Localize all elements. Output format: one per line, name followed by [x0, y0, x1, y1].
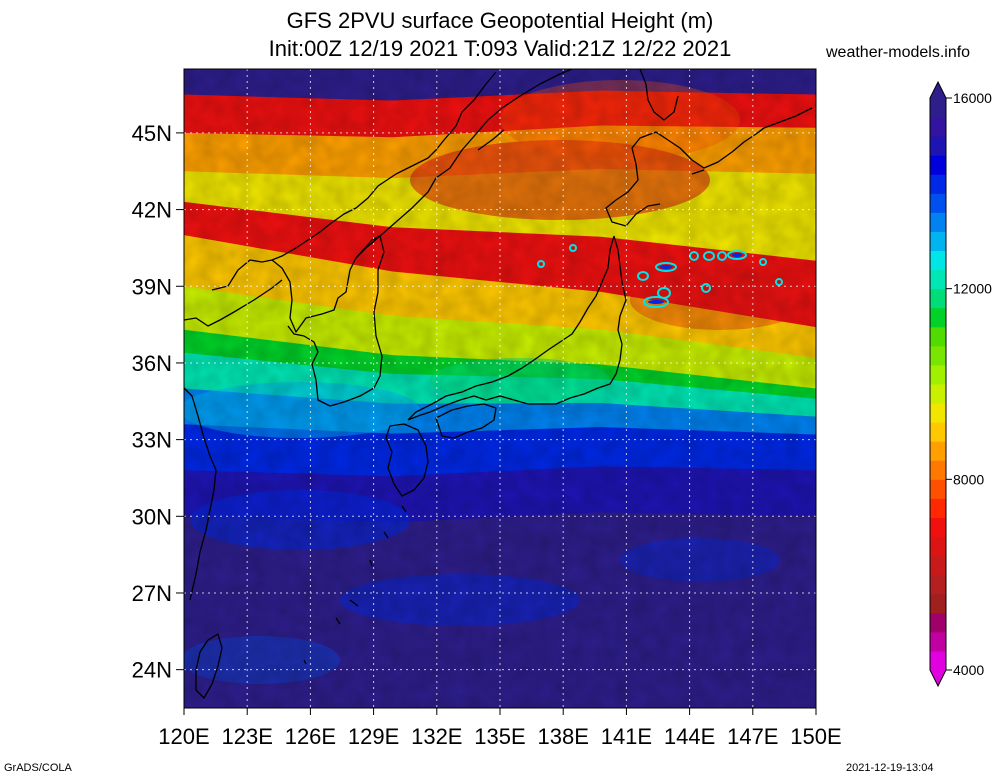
ryukyu-islands [303, 505, 407, 665]
japan-shikoku [435, 403, 497, 439]
longitude-label: 150E [790, 724, 841, 749]
colorbar-swatch [930, 403, 946, 423]
colorbar-swatch [930, 612, 946, 633]
colorbar: 16000 12000 8000 4000 [929, 80, 992, 688]
colorbar-min-arrow [930, 670, 946, 686]
latitude-label: 36N [132, 351, 172, 376]
latitude-axis: 45N 42N 39N 36N 33N 30N 27N 24N [132, 121, 184, 683]
colorbar-swatch [930, 288, 946, 309]
contour-marker [759, 258, 767, 266]
latitude-label: 45N [132, 121, 172, 146]
taiwan [195, 633, 223, 699]
sakhalin [639, 69, 679, 121]
colorbar-swatch [930, 479, 946, 499]
colorbar-swatch [930, 307, 946, 328]
contour-marker-core [648, 300, 664, 304]
longitude-label: 135E [474, 724, 525, 749]
contour-marker [775, 278, 783, 286]
colorbar-swatch [930, 422, 946, 442]
colorbar-swatch [930, 364, 946, 385]
colorbar-swatch [930, 269, 946, 290]
colorbar-label: 16000 [953, 90, 992, 106]
longitude-axis: 120E 123E 126E 129E 132E 135E 138E 141E 144E 147E… [158, 708, 842, 749]
chart-title: GFS 2PVU surface Geopotential Height (m) [286, 8, 714, 33]
colorbar-swatch [930, 460, 946, 480]
colorbar-swatch [930, 555, 946, 576]
japan-kyushu [385, 423, 429, 497]
colorbar-swatch [930, 536, 946, 557]
longitude-label: 126E [285, 724, 336, 749]
japan-honshu [407, 235, 627, 421]
contour-marker [569, 244, 577, 252]
longitude-label: 144E [664, 724, 715, 749]
latitude-label: 33N [132, 428, 172, 453]
colorbar-swatch [930, 345, 946, 366]
colorbar-swatch [930, 593, 946, 614]
longitude-label: 141E [601, 724, 652, 749]
colorbar-swatch [930, 326, 946, 347]
colorbar-swatch [930, 498, 946, 518]
colorbar-swatch [930, 384, 946, 404]
website-label: weather-models.info [826, 44, 971, 61]
gridlines [184, 69, 816, 708]
russia-coastline [355, 69, 573, 259]
longitude-label: 138E [538, 724, 589, 749]
colorbar-swatch [930, 650, 946, 671]
coastlines [184, 69, 813, 699]
chart-subtitle: Init:00Z 12/19 2021 T:093 Valid:21Z 12/2… [268, 36, 732, 61]
colorbar-swatch [930, 155, 946, 175]
kuril-islands [691, 107, 813, 175]
colorbar-swatch [930, 631, 946, 652]
colorbar-swatch [930, 212, 946, 232]
colorbar-label: 8000 [953, 471, 984, 487]
longitude-label: 123E [222, 724, 273, 749]
longitude-label: 147E [727, 724, 778, 749]
latitude-label: 24N [132, 658, 172, 683]
korea-coastline [271, 235, 385, 407]
contour-marker [701, 283, 711, 293]
contour-marker [655, 262, 677, 272]
colorbar-swatch [930, 517, 946, 538]
colorbar-swatch [930, 117, 946, 137]
colorbar-swatch [930, 174, 946, 194]
latitude-label: 30N [132, 504, 172, 529]
colorbar-swatch [930, 193, 946, 213]
colorbar-swatch [930, 574, 946, 595]
latitude-label: 42N [132, 198, 172, 223]
footer-credit: GrADS/COLA [4, 762, 72, 774]
contour-marker [537, 260, 545, 268]
contour-marker-core [660, 265, 672, 269]
footer-timestamp: 2021-12-19-13:04 [846, 762, 934, 774]
colorbar-swatch [930, 98, 946, 118]
colorbar-label: 4000 [953, 662, 984, 678]
contour-marker [727, 250, 747, 260]
longitude-label: 129E [348, 724, 399, 749]
contour-marker [703, 251, 715, 261]
inner-blue-markers [648, 253, 742, 304]
colorbar-swatch [930, 250, 946, 271]
colorbar-max-arrow [930, 82, 946, 98]
colorbar-swatch [930, 231, 946, 252]
latitude-label: 39N [132, 274, 172, 299]
contour-marker [637, 271, 649, 281]
colorbar-swatch [930, 441, 946, 461]
colorbar-swatch [930, 136, 946, 156]
longitude-label: 132E [411, 724, 462, 749]
longitude-label: 120E [158, 724, 209, 749]
contour-marker [717, 251, 727, 261]
contour-marker-core [732, 253, 742, 257]
china-coastline [184, 259, 283, 601]
colorbar-label: 12000 [953, 281, 992, 297]
contour-marker [643, 296, 669, 308]
latitude-label: 27N [132, 581, 172, 606]
